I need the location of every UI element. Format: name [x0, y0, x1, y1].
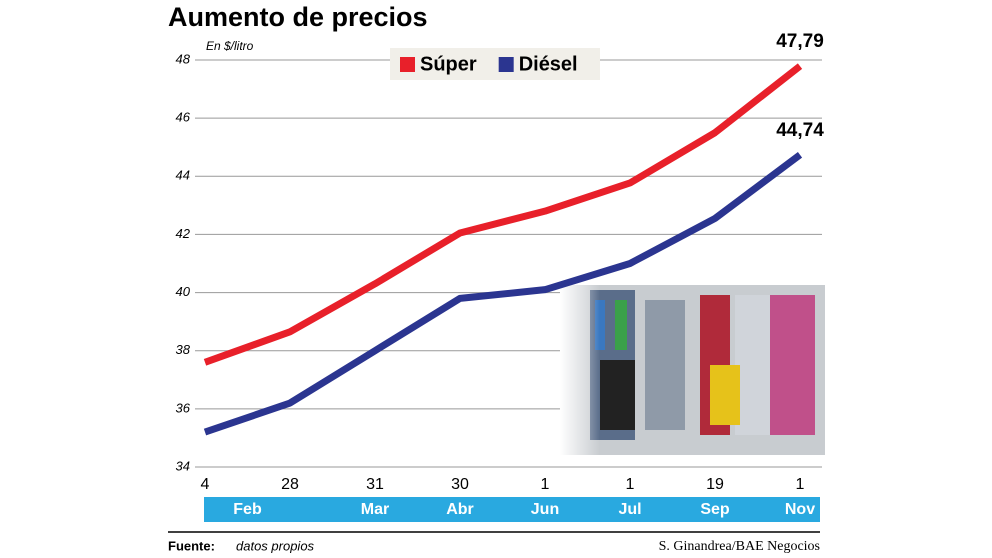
x-tick-label: 31	[366, 476, 384, 493]
month-label: Mar	[361, 501, 389, 518]
x-tick-label: 1	[796, 476, 805, 493]
y-tick-label: 40	[176, 284, 191, 299]
y-tick-label: 46	[176, 110, 191, 125]
line	[203, 151, 803, 436]
x-tick-label: 1	[541, 476, 550, 493]
legend-label: Súper	[420, 53, 477, 75]
photo	[560, 285, 825, 455]
legend-box	[390, 48, 600, 80]
y-tick-label: 48	[176, 51, 191, 66]
y-tick-label: 34	[176, 458, 190, 473]
x-tick-label: 19	[706, 476, 724, 493]
x-tick-label: 30	[451, 476, 469, 493]
line	[203, 63, 803, 366]
y-unit: En $/litro	[206, 39, 254, 53]
y-tick-label: 44	[176, 168, 190, 183]
x-tick-label: 28	[281, 476, 299, 493]
month-label: Jun	[531, 501, 559, 518]
legend-label: Diésel	[519, 53, 578, 75]
month-band	[204, 497, 820, 522]
source: datos propios	[236, 538, 315, 553]
x-tick-label: 4	[201, 476, 210, 493]
x-tick-label: 1	[626, 476, 635, 493]
month-label: Sep	[700, 501, 730, 518]
month-label: Abr	[446, 501, 474, 518]
y-tick-label: 36	[176, 400, 191, 415]
chart-title: Aumento de precios	[168, 2, 428, 32]
month-label: Feb	[233, 501, 262, 518]
month-label: Jul	[618, 501, 641, 518]
value-label: 47,79	[776, 31, 824, 52]
value-label: 44,74	[776, 120, 824, 141]
month-label: Nov	[785, 501, 815, 518]
y-tick-label: 38	[176, 342, 191, 357]
credit: S. Ginandrea/BAE Negocios	[659, 539, 820, 554]
legend-swatch	[400, 57, 415, 72]
source-label: Fuente:	[168, 538, 215, 553]
legend-swatch	[498, 57, 514, 72]
y-tick-label: 42	[176, 226, 191, 241]
